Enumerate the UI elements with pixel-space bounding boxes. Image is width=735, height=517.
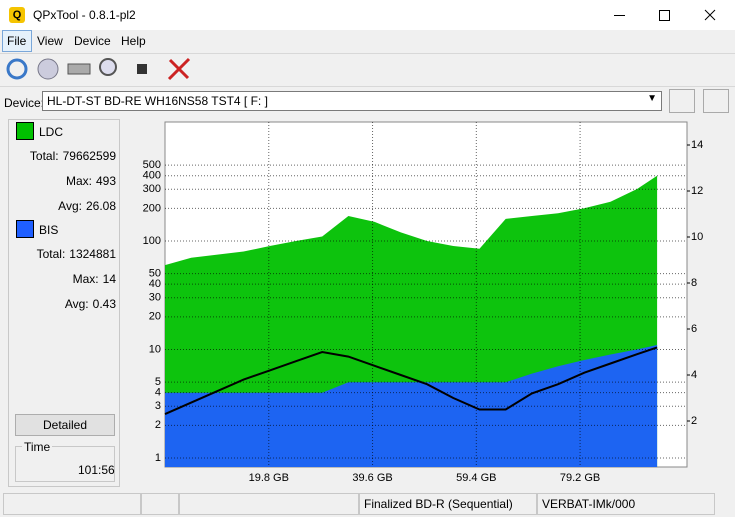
y-tick-label: 40 <box>149 278 161 290</box>
stat-row: Max: 493 <box>14 174 116 188</box>
x-tick-label: 59.4 GB <box>456 472 496 484</box>
stat-label: Max: <box>65 174 92 188</box>
stat-row: Total: 79662599 <box>14 149 116 163</box>
x-tick-label: 19.8 GB <box>249 472 289 484</box>
stat-label: Max: <box>72 272 99 286</box>
y-tick-label: 5 <box>155 376 161 388</box>
legend-label: BIS <box>39 223 59 237</box>
time-value: 101:56 <box>78 463 115 477</box>
y-tick-label: 30 <box>149 292 161 304</box>
device-select[interactable]: HL-DT-ST BD-RE WH16NS58 TST4 [ F: ] ▼ <box>42 91 662 111</box>
stat-row: Max: 14 <box>14 272 116 286</box>
dropdown-arrow: ▼ <box>647 93 657 104</box>
stat-row: Total: 1324881 <box>14 247 116 261</box>
bis-swatch <box>16 220 34 238</box>
device-label: Device: <box>4 96 45 110</box>
status-cell <box>141 493 179 515</box>
y2-tick-label: 10 <box>691 231 703 243</box>
time-box <box>15 446 115 482</box>
x-tick-label: 39.6 GB <box>352 472 392 484</box>
y-tick-label: 10 <box>149 343 161 355</box>
stat-value: 493 <box>95 174 116 188</box>
y-tick-label: 500 <box>143 159 161 171</box>
y-tick-label: 50 <box>149 268 161 280</box>
y-tick-label: 20 <box>149 311 161 323</box>
menu-item[interactable]: File <box>7 34 27 48</box>
status-cell <box>179 493 359 515</box>
toolbar <box>6 57 191 81</box>
y-tick-label: 100 <box>143 235 161 247</box>
y2-tick-label: 8 <box>691 277 697 289</box>
window-title: QPxTool - 0.8.1-pl2 <box>33 8 136 22</box>
lock-button[interactable] <box>703 89 729 113</box>
stat-value: 0.43 <box>92 297 116 311</box>
stat-value: 26.08 <box>85 199 116 213</box>
menu-item[interactable]: Device <box>74 34 111 48</box>
detailed-button[interactable]: Detailed <box>15 414 115 436</box>
stat-value: 79662599 <box>62 149 116 163</box>
x-tick-label: 79.2 GB <box>560 472 600 484</box>
ldc-swatch <box>16 122 34 140</box>
y2-tick-label: 14 <box>691 139 703 151</box>
time-label: Time <box>22 440 53 454</box>
y-tick-label: 400 <box>143 170 161 182</box>
title-bar: Q QPxTool - 0.8.1-pl2 <box>0 0 735 30</box>
stat-label: Total: <box>29 149 59 163</box>
status-cell <box>3 493 141 515</box>
eject-button[interactable] <box>669 89 695 113</box>
legend-label: LDC <box>39 125 64 139</box>
y-tick-label: 200 <box>143 202 161 214</box>
menu-highlight <box>2 30 32 52</box>
stat-row: Avg: 26.08 <box>14 199 116 213</box>
settings-icon[interactable] <box>167 57 191 81</box>
scan-icon[interactable] <box>99 58 117 76</box>
y-tick-label: 3 <box>155 400 161 412</box>
refresh-icon[interactable] <box>6 58 28 80</box>
stat-label: Avg: <box>64 297 89 311</box>
separator <box>0 86 735 87</box>
y2-tick-label: 6 <box>691 323 697 335</box>
y-tick-label: 300 <box>143 183 161 195</box>
maximize-button[interactable] <box>659 10 670 21</box>
y-tick-label: 2 <box>155 419 161 431</box>
y2-tick-label: 2 <box>691 415 697 427</box>
stats-panel <box>8 119 120 487</box>
stat-label: Total: <box>36 247 66 261</box>
close-button[interactable] <box>704 9 716 21</box>
app-icon: Q <box>9 7 25 23</box>
y2-tick-label: 4 <box>691 369 697 381</box>
separator <box>0 53 735 54</box>
menu-item[interactable]: Help <box>121 34 146 48</box>
y-tick-label: 4 <box>155 387 161 399</box>
y2-tick-label: 12 <box>691 185 703 197</box>
device-value: HL-DT-ST BD-RE WH16NS58 TST4 [ F: ] <box>47 94 268 108</box>
disc-icon[interactable] <box>37 58 59 80</box>
status-cell: VERBAT-IMk/000 <box>537 493 715 515</box>
menu-item[interactable]: View <box>37 34 63 48</box>
status-cell: Finalized BD-R (Sequential) <box>359 493 537 515</box>
y-tick-label: 1 <box>155 452 161 464</box>
stat-row: Avg: 0.43 <box>14 297 116 311</box>
stat-value: 14 <box>102 272 116 286</box>
stat-value: 1324881 <box>69 247 116 261</box>
stat-label: Avg: <box>58 199 82 213</box>
drive-icon[interactable] <box>67 63 91 75</box>
stop-icon[interactable] <box>137 64 147 74</box>
minimize-button[interactable] <box>614 15 625 16</box>
